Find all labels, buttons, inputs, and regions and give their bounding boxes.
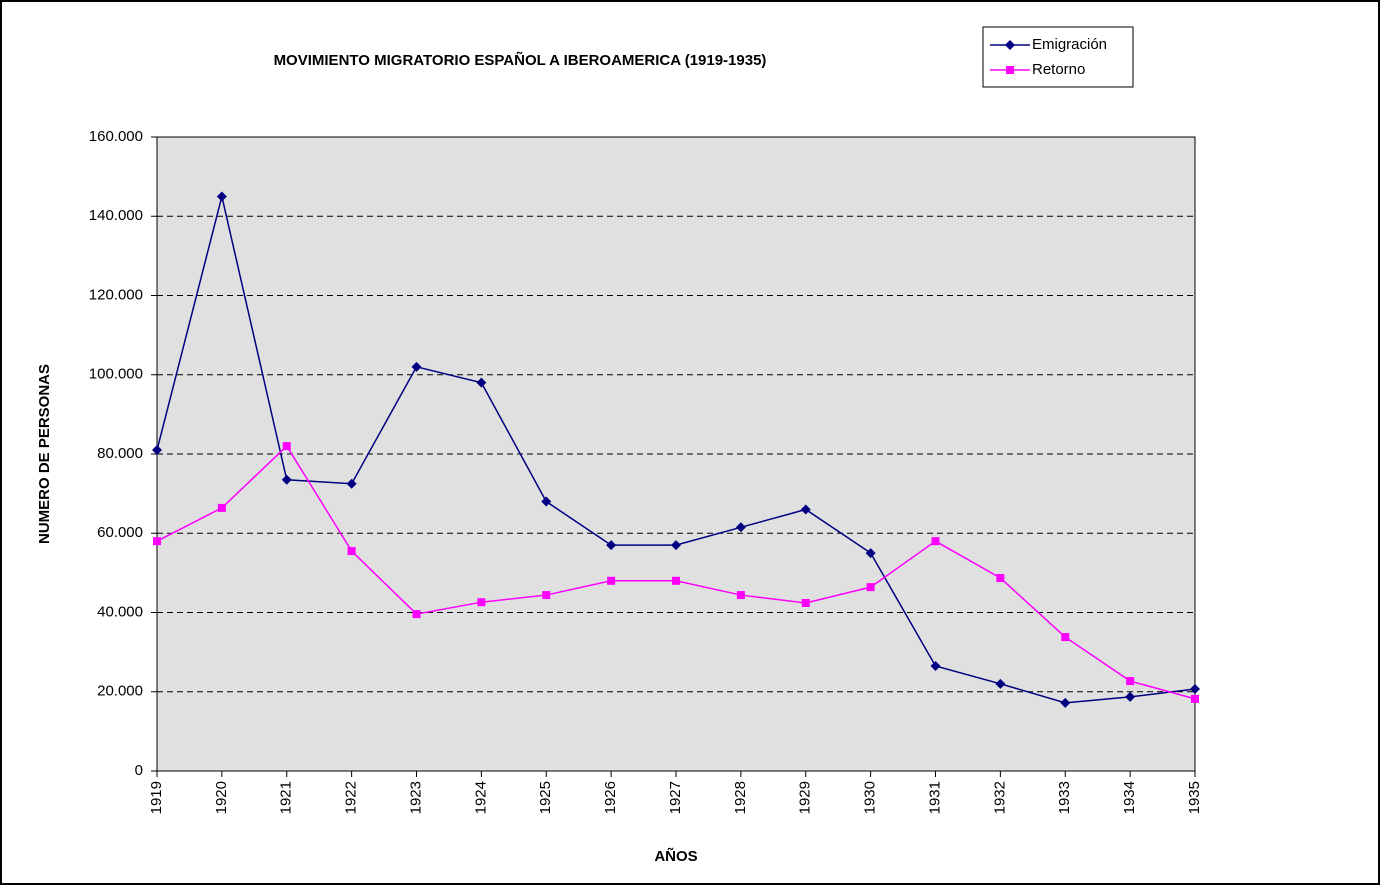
data-point <box>411 361 422 372</box>
data-point <box>1190 683 1200 694</box>
x-tick-label: 1930 <box>862 781 879 814</box>
legend-box <box>982 26 1134 88</box>
y-tick-label: 80.000 <box>97 445 143 462</box>
data-point <box>996 574 1005 583</box>
data-point <box>995 678 1006 689</box>
data-point <box>152 445 162 456</box>
data-point <box>1060 697 1071 708</box>
data-point <box>541 496 552 507</box>
data-point <box>606 540 617 551</box>
x-axis-label: AÑOS <box>654 847 697 865</box>
data-point <box>216 191 227 202</box>
x-tick-label: 1923 <box>407 781 424 814</box>
data-point <box>347 547 356 556</box>
data-point <box>1061 633 1070 642</box>
x-tick-label: 1935 <box>1186 781 1203 814</box>
data-point <box>346 478 357 489</box>
x-tick-label: 1919 <box>148 781 165 814</box>
legend-marker <box>1006 66 1014 74</box>
x-tick-label: 1933 <box>1056 781 1073 814</box>
y-tick-label: 140.000 <box>89 207 143 224</box>
x-tick-label: 1934 <box>1121 781 1138 814</box>
data-point <box>282 442 291 451</box>
data-point <box>800 504 811 515</box>
data-point <box>930 660 941 671</box>
y-tick-label: 60.000 <box>97 524 143 541</box>
data-point <box>1126 677 1135 686</box>
data-point <box>412 610 421 619</box>
y-tick-label: 20.000 <box>97 683 143 700</box>
x-tick-label: 1932 <box>991 781 1008 814</box>
y-tick-label: 0 <box>135 762 143 779</box>
data-point <box>1191 694 1199 703</box>
x-tick-label: 1921 <box>278 781 295 814</box>
y-axis-label: NUMERO DE PERSONAS <box>36 364 53 544</box>
y-tick-label: 160.000 <box>89 128 143 145</box>
data-point <box>476 377 487 388</box>
data-point <box>736 591 745 600</box>
data-point <box>217 503 226 512</box>
data-point <box>672 576 680 585</box>
data-point <box>865 548 876 559</box>
x-tick-label: 1924 <box>472 781 489 814</box>
data-point <box>671 540 681 551</box>
x-tick-label: 1927 <box>667 781 684 814</box>
x-tick-label: 1920 <box>213 781 230 814</box>
x-tick-label: 1928 <box>732 781 749 814</box>
data-point <box>542 591 551 600</box>
data-point <box>1125 691 1136 702</box>
y-tick-label: 100.000 <box>89 366 143 383</box>
y-tick-label: 120.000 <box>89 286 143 303</box>
x-tick-label: 1925 <box>537 781 554 814</box>
data-point <box>931 537 940 546</box>
x-tick-label: 1926 <box>602 781 619 814</box>
data-point <box>866 583 875 592</box>
data-point <box>153 537 161 546</box>
data-point <box>735 522 746 533</box>
data-point <box>801 598 810 607</box>
x-tick-label: 1931 <box>926 781 943 814</box>
x-tick-label: 1922 <box>343 781 360 814</box>
legend-label: Retorno <box>1032 61 1085 78</box>
y-tick-label: 40.000 <box>97 603 143 620</box>
data-point <box>607 576 616 585</box>
legend-marker <box>1005 40 1015 50</box>
chart-title: MOVIMIENTO MIGRATORIO ESPAÑOL A IBEROAME… <box>274 51 767 69</box>
data-point <box>477 598 486 607</box>
x-tick-label: 1929 <box>797 781 814 814</box>
data-point <box>281 474 292 485</box>
legend-label: Emigración <box>1032 36 1107 53</box>
